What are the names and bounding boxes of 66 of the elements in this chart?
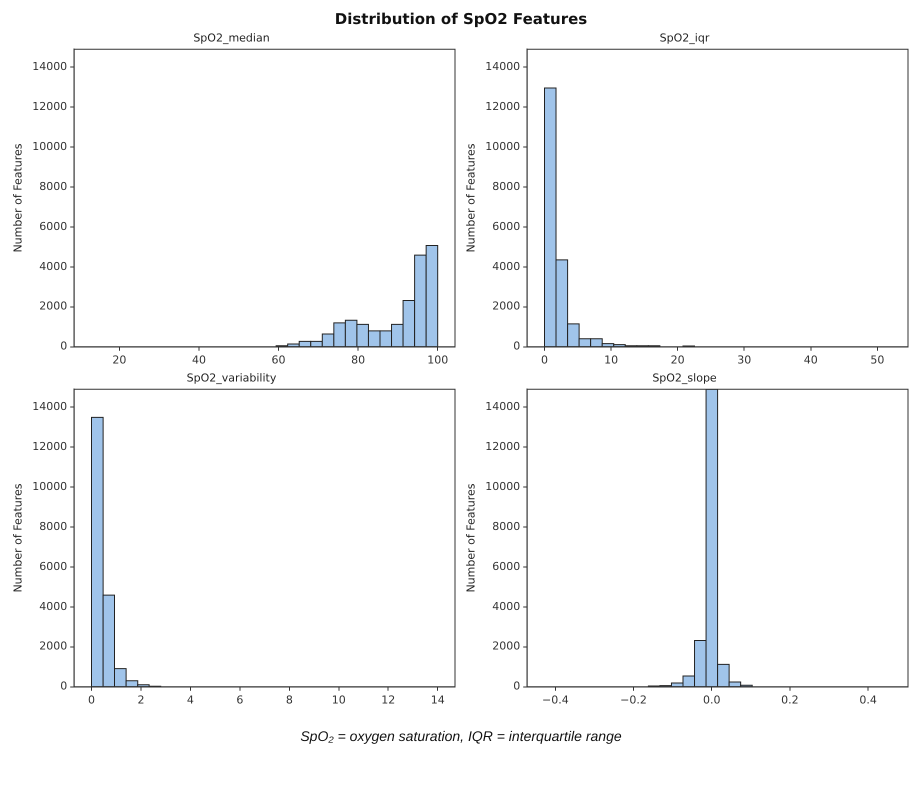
y-tick-label: 12000 — [32, 440, 68, 453]
x-tick-label: 10 — [332, 693, 346, 706]
x-tick-label: 4 — [186, 693, 194, 706]
y-tick-label: 6000 — [39, 220, 68, 233]
y-axis-title: Number of Features — [11, 483, 24, 593]
x-tick-label: 12 — [381, 693, 396, 706]
y-tick-label: 0 — [513, 680, 520, 693]
x-tick-label: 0.2 — [781, 693, 799, 706]
x-tick-label: 0.4 — [859, 693, 877, 706]
x-tick-label: −0.4 — [542, 693, 569, 706]
x-tick-label: 80 — [351, 353, 366, 366]
x-tick-label: 100 — [427, 353, 448, 366]
x-tick-label: 40 — [192, 353, 206, 366]
x-tick-label: 20 — [670, 353, 685, 366]
y-tick-label: 14000 — [32, 400, 68, 414]
y-tick-label: 8000 — [492, 180, 520, 193]
y-tick-label: 14000 — [32, 60, 68, 74]
y-tick-label: 8000 — [39, 520, 68, 533]
y-tick-label: 2000 — [39, 300, 68, 313]
y-tick-label: 2000 — [39, 640, 68, 653]
text: Distribution of SpO2 Features — [334, 9, 588, 30]
y-tick-label: 12000 — [32, 100, 68, 113]
x-tick-label: 0 — [541, 353, 548, 366]
y-tick-label: 12000 — [485, 440, 520, 453]
y-tick-label: 4000 — [492, 600, 520, 613]
chart-title: SpO2_variability — [186, 371, 277, 384]
y-tick-label: 6000 — [492, 220, 520, 233]
x-tick-label: 50 — [870, 353, 884, 366]
x-tick-label: 0 — [88, 693, 95, 706]
x-tick-label: 6 — [236, 693, 244, 706]
y-tick-label: 6000 — [492, 560, 520, 573]
y-tick-label: 10000 — [32, 140, 68, 153]
x-tick-label: 30 — [737, 353, 752, 366]
x-tick-label: 40 — [804, 353, 818, 366]
x-tick-label: 8 — [286, 693, 293, 706]
y-axis-title: Number of Features — [464, 483, 478, 593]
y-tick-label: 14000 — [485, 400, 520, 414]
y-tick-label: 8000 — [492, 520, 520, 533]
y-tick-label: 4000 — [492, 260, 520, 273]
x-tick-label: 60 — [272, 353, 286, 366]
chart-title: SpO2_iqr — [660, 31, 710, 44]
y-tick-label: 0 — [60, 680, 68, 693]
y-tick-label: 0 — [60, 340, 68, 353]
x-tick-label: 14 — [430, 693, 445, 706]
y-tick-label: 2000 — [492, 300, 520, 313]
y-tick-label: 4000 — [39, 260, 68, 273]
y-tick-label: 10000 — [485, 140, 520, 153]
chart-title: SpO2_median — [193, 31, 270, 44]
x-tick-label: 2 — [137, 693, 144, 706]
text: SpO₂ = oxygen saturation, IQR = interquartile range — [299, 727, 623, 746]
y-tick-label: 10000 — [32, 480, 68, 493]
y-tick-label: 2000 — [492, 640, 520, 653]
y-tick-label: 10000 — [485, 480, 520, 493]
x-tick-label: 0.0 — [702, 693, 720, 706]
y-axis-title: Number of Features — [464, 143, 478, 253]
y-tick-label: 4000 — [39, 600, 68, 613]
y-tick-label: 14000 — [485, 60, 520, 74]
x-tick-label: −0.2 — [620, 693, 647, 706]
y-tick-label: 12000 — [485, 100, 520, 113]
y-tick-label: 0 — [513, 340, 520, 353]
x-tick-label: 20 — [112, 353, 126, 366]
y-axis-title: Number of Features — [11, 143, 24, 253]
y-tick-label: 8000 — [39, 180, 68, 193]
y-tick-label: 6000 — [39, 560, 68, 573]
chart-title: SpO2_slope — [652, 371, 717, 384]
x-tick-label: 10 — [604, 353, 618, 366]
